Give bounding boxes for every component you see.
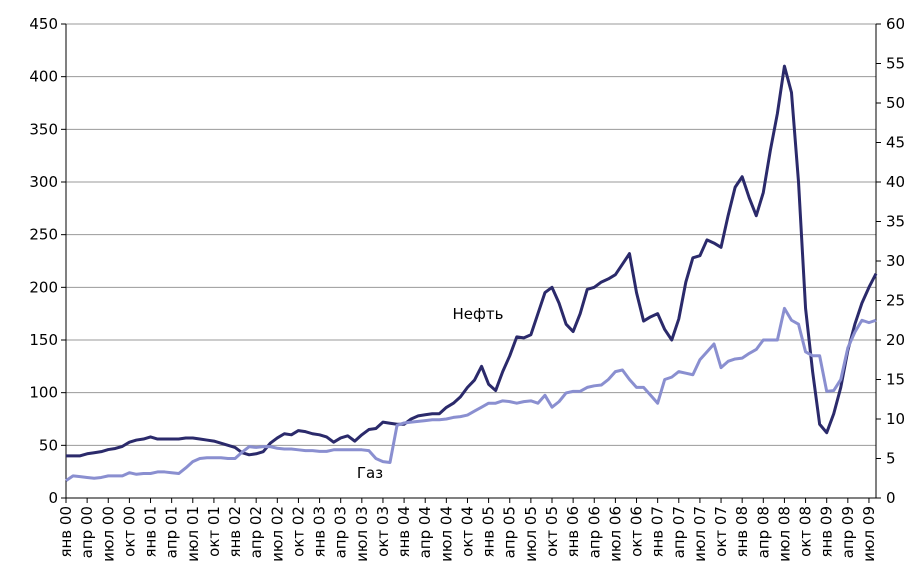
- x-tick-label: июл 00: [99, 506, 117, 562]
- y-tick-label: 450: [29, 15, 58, 33]
- x-tick-label: янв 08: [733, 506, 751, 558]
- y2-tick-label: 0: [886, 489, 896, 507]
- y2-tick-label: 35: [886, 213, 905, 231]
- x-tick-label: июл 07: [691, 506, 709, 562]
- y2-tick-label: 40: [886, 173, 905, 191]
- y-tick-label: 400: [29, 68, 58, 86]
- y-tick-label: 0: [48, 489, 58, 507]
- x-tick-label: янв 05: [480, 506, 498, 558]
- y-tick-label: 350: [29, 120, 58, 138]
- y-tick-label: 300: [29, 173, 58, 191]
- x-tick-label: окт 07: [712, 506, 730, 557]
- annotation: Нефть: [453, 305, 504, 323]
- y2-tick-label: 45: [886, 134, 905, 152]
- x-tick-label: июл 02: [268, 506, 286, 562]
- x-tick-label: апр 07: [670, 506, 688, 558]
- x-tick-label: окт 01: [205, 506, 223, 557]
- x-tick-label: янв 03: [311, 506, 329, 558]
- x-tick-label: окт 03: [374, 506, 392, 557]
- x-tick-label: июл 08: [775, 506, 793, 562]
- y-tick-label: 250: [29, 226, 58, 244]
- y-tick-label: 150: [29, 331, 58, 349]
- annotation: Газ: [357, 464, 383, 482]
- x-tick-label: апр 04: [416, 506, 434, 558]
- x-tick-label: апр 09: [839, 506, 857, 558]
- x-tick-label: июл 03: [353, 506, 371, 562]
- x-tick-label: июл 05: [522, 506, 540, 562]
- x-tick-label: окт 08: [797, 506, 815, 557]
- y2-tick-label: 50: [886, 94, 905, 112]
- x-tick-label: апр 08: [754, 506, 772, 558]
- x-tick-label: апр 03: [332, 506, 350, 558]
- x-tick-label: янв 04: [395, 506, 413, 558]
- x-tick-label: окт 05: [543, 506, 561, 557]
- y2-tick-label: 15: [886, 371, 905, 389]
- line-series: [66, 64, 878, 458]
- y-tick-label: 50: [39, 436, 58, 454]
- x-tick-label: янв 00: [57, 506, 75, 558]
- x-tick-label: окт 06: [628, 506, 646, 557]
- y2-tick-label: 60: [886, 15, 905, 33]
- y-tick-label: 100: [29, 384, 58, 402]
- x-tick-label: июл 06: [606, 506, 624, 562]
- x-tick-label: июл 09: [860, 506, 878, 562]
- x-tick-label: июл 01: [184, 506, 202, 562]
- y2-tick-label: 25: [886, 292, 905, 310]
- x-tick-label: апр 06: [585, 506, 603, 558]
- line-series: [65, 306, 877, 482]
- x-tick-label: окт 04: [458, 506, 476, 557]
- y2-tick-label: 10: [886, 410, 905, 428]
- x-tick-label: апр 01: [163, 506, 181, 558]
- x-tick-label: апр 02: [247, 506, 265, 558]
- y2-tick-label: 30: [886, 252, 905, 270]
- y2-tick-label: 20: [886, 331, 905, 349]
- x-tick-label: янв 09: [818, 506, 836, 558]
- x-tick-label: янв 07: [649, 506, 667, 558]
- x-tick-label: янв 02: [226, 506, 244, 558]
- x-tick-label: апр 00: [78, 506, 96, 558]
- x-tick-label: янв 06: [564, 506, 582, 558]
- x-tick-label: июл 04: [437, 506, 455, 562]
- x-tick-label: окт 02: [289, 506, 307, 557]
- y2-tick-label: 5: [886, 450, 896, 468]
- x-tick-label: янв 01: [142, 506, 160, 558]
- x-tick-label: окт 00: [120, 506, 138, 557]
- y-tick-label: 200: [29, 278, 58, 296]
- y2-tick-label: 55: [886, 55, 905, 73]
- x-tick-label: апр 05: [501, 506, 519, 558]
